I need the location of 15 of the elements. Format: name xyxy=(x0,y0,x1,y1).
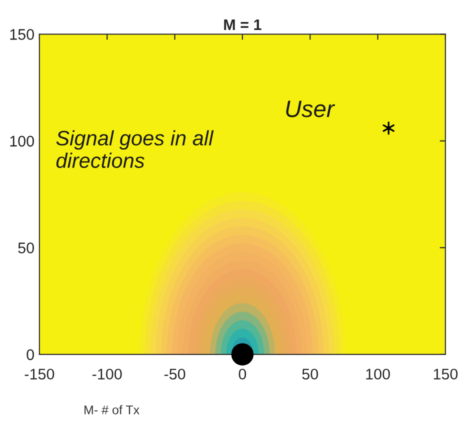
y-tick-label: 0 xyxy=(26,349,34,360)
y-tick-label: 100 xyxy=(10,136,34,147)
x-tick-label: -100 xyxy=(92,368,122,380)
y-tick-label: 150 xyxy=(10,29,34,40)
annotation: Signal goes in all directions xyxy=(56,130,214,168)
x-tick-label: 100 xyxy=(366,368,390,380)
x-tick-label: -50 xyxy=(164,368,186,380)
text: M- # of Tx xyxy=(84,405,140,414)
x-tick-label: 0 xyxy=(238,368,246,380)
chart-title: M = 1 xyxy=(224,19,262,30)
y-tick-label: 50 xyxy=(18,242,34,254)
x-tick-label: 50 xyxy=(302,368,318,380)
x-tick-label: -150 xyxy=(24,368,54,380)
x-tick-label: 150 xyxy=(434,368,458,380)
annotation: User xyxy=(286,100,336,118)
